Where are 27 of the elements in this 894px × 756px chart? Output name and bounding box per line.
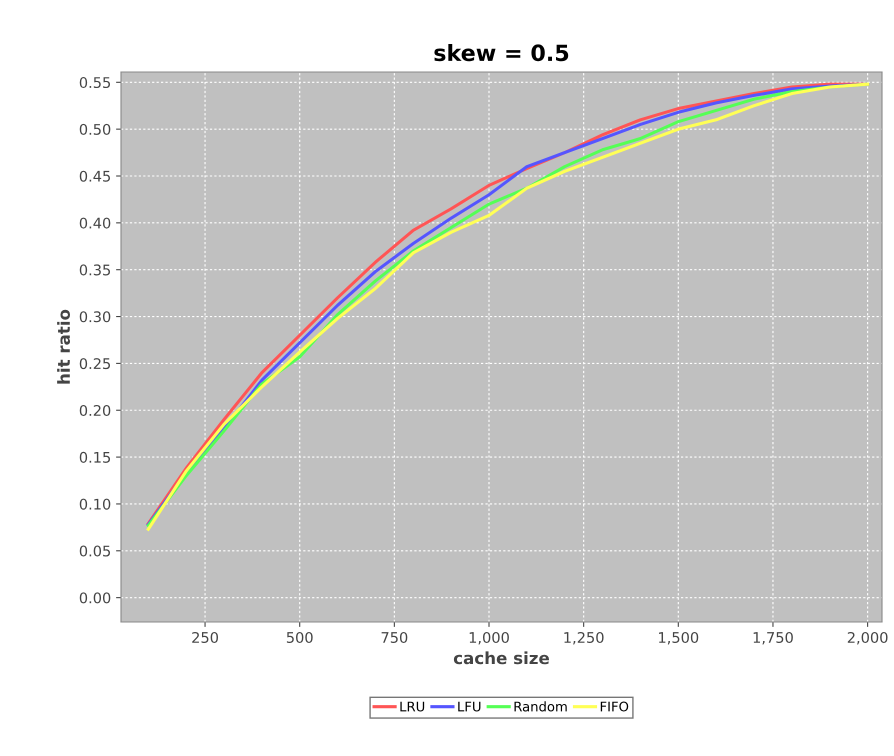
y-tick-label: 0.50 [80,124,110,135]
y-tick-label: 0.20 [80,404,110,416]
y-axis-title: hit ratio [57,310,70,384]
x-tick-label: 1,250 [564,632,604,644]
y-tick-label: 0.05 [80,546,110,557]
y-tick-label: 0.30 [80,311,110,322]
y-tick-label: 0.45 [80,170,110,182]
x-tick-label: 750 [382,632,408,644]
y-tick-label: 0.15 [80,452,110,463]
y-tick-label: 0.25 [80,358,110,370]
y-tick-label: 0.10 [80,498,110,510]
x-tick-label: 1,000 [470,632,509,644]
x-tick-label: 1,500 [659,632,698,644]
x-tick-label: 250 [192,632,218,644]
x-tick-label: 500 [286,632,313,644]
y-tick-label: 0.00 [80,592,110,604]
legend-label: LFU [458,702,480,712]
legend-label: Random [514,701,567,712]
legend-label: LRU [400,702,424,712]
y-tick-label: 0.55 [80,77,110,88]
x-tick-label: 1,750 [754,632,793,644]
x-axis-title: cache size [454,651,549,664]
x-tick-label: 2,000 [848,632,888,644]
chart-title: skew = 0.5 [434,44,568,62]
legend-label: FIFO [600,702,628,712]
y-tick-label: 0.40 [80,218,110,229]
y-tick-label: 0.35 [80,264,110,276]
